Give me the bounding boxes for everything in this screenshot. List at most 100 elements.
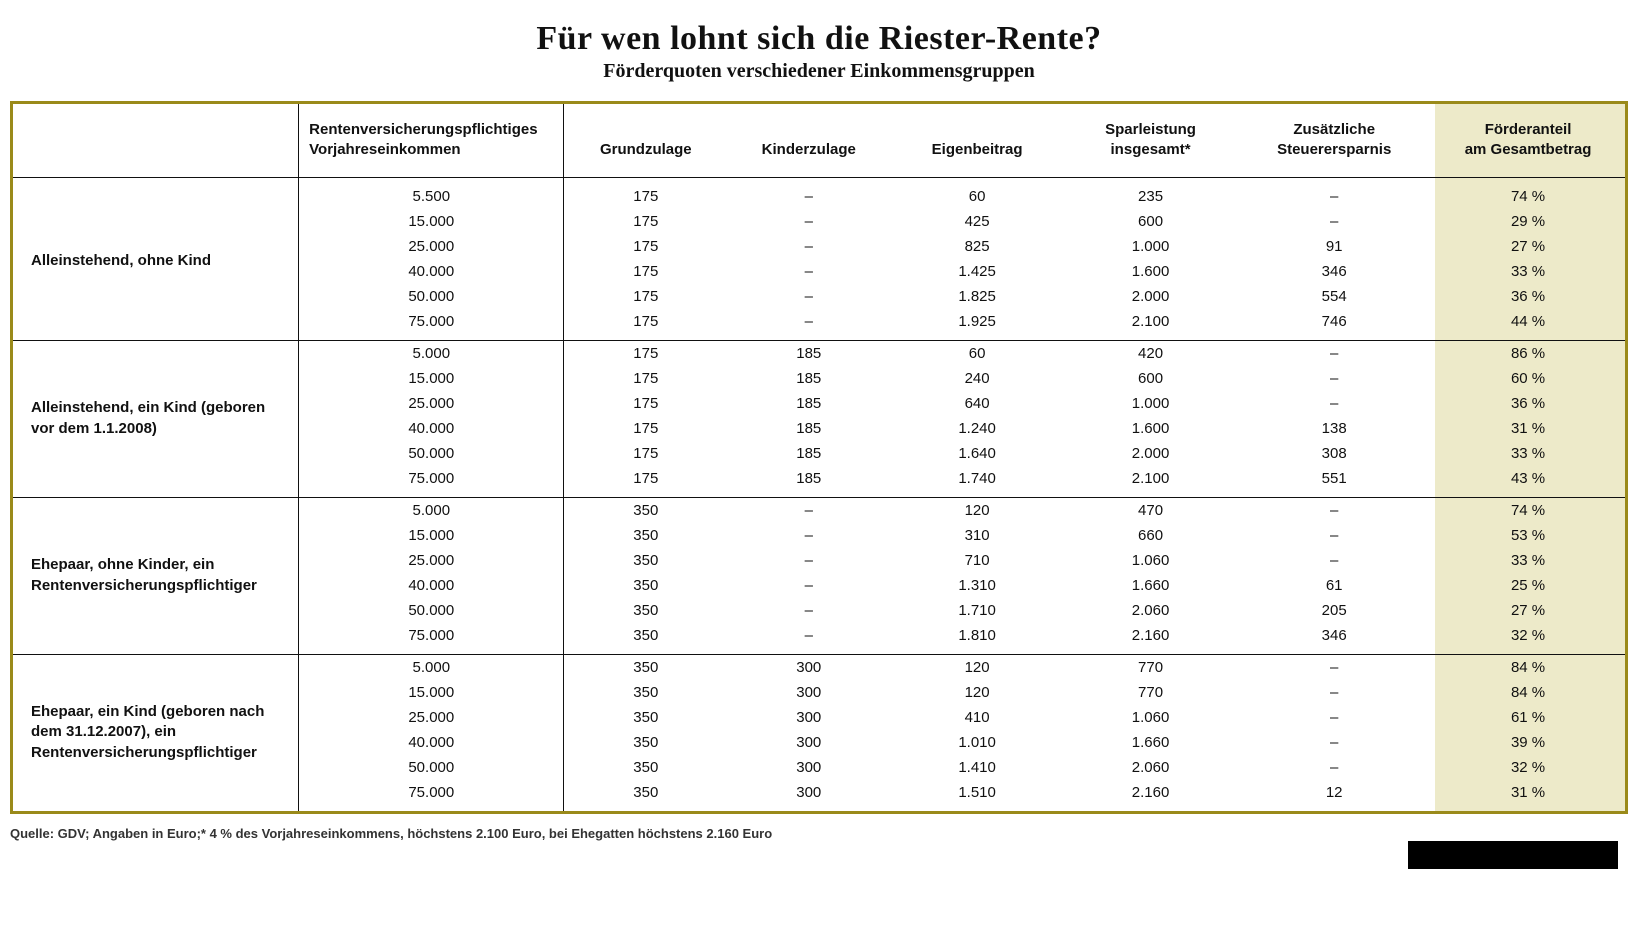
cell-steuer: – [1237,497,1431,523]
group-label: Ehepaar, ein Kind (geboren nach dem 31.1… [13,654,299,811]
cell-kinder: 300 [727,680,890,705]
cell-grund: 350 [564,598,727,623]
cell-foerder: 33 % [1431,259,1625,284]
cell-kinder: – [727,497,890,523]
cell-eigen: 240 [890,366,1063,391]
cell-steuer: – [1237,654,1431,680]
table-body: Alleinstehend, ohne Kind5.500175–60235–7… [13,177,1625,811]
cell-eigen: 425 [890,209,1063,234]
cell-grund: 350 [564,523,727,548]
cell-eigen: 640 [890,391,1063,416]
cell-spar: 1.660 [1064,730,1237,755]
page-title: Für wen lohnt sich die Riester-Rente? [10,20,1628,58]
col-header-sparleistung-l1: Sparleistung [1105,121,1196,138]
group-label: Ehepaar, ohne Kinder, ein Rentenversiche… [13,497,299,654]
cell-steuer: – [1237,705,1431,730]
cell-steuer: 551 [1237,466,1431,498]
cell-steuer: 308 [1237,441,1431,466]
cell-steuer: – [1237,391,1431,416]
table-row: Alleinstehend, ohne Kind5.500175–60235–7… [13,177,1625,209]
cell-income: 5.500 [299,177,564,209]
col-header-income: Rentenversicherungspflichtiges Vorjahres… [299,104,564,177]
cell-steuer: 91 [1237,234,1431,259]
cell-eigen: 120 [890,680,1063,705]
cell-income: 50.000 [299,598,564,623]
table-row: Ehepaar, ohne Kinder, ein Rentenversiche… [13,497,1625,523]
col-header-grundzulage: Grundzulage [564,104,727,177]
col-header-sparleistung-l2: insgesamt* [1111,141,1191,158]
cell-eigen: 1.425 [890,259,1063,284]
cell-foerder: 74 % [1431,177,1625,209]
col-header-steuer: ZusätzlicheSteuerersparnis [1237,104,1431,177]
cell-kinder: 300 [727,705,890,730]
cell-spar: 600 [1064,366,1237,391]
cell-spar: 1.060 [1064,705,1237,730]
cell-steuer: – [1237,340,1431,366]
cell-steuer: 12 [1237,780,1431,811]
cell-steuer: – [1237,680,1431,705]
cell-income: 15.000 [299,523,564,548]
page-subtitle: Förderquoten verschiedener Einkommensgru… [10,60,1628,83]
cell-foerder: 31 % [1431,780,1625,811]
redaction-block [1408,841,1618,869]
cell-foerder: 33 % [1431,548,1625,573]
table-frame: Rentenversicherungspflichtiges Vorjahres… [10,101,1628,814]
cell-grund: 175 [564,234,727,259]
cell-kinder: 185 [727,416,890,441]
cell-kinder: 300 [727,755,890,780]
cell-grund: 175 [564,466,727,498]
cell-spar: 2.160 [1064,780,1237,811]
cell-grund: 175 [564,391,727,416]
cell-foerder: 32 % [1431,623,1625,655]
col-header-foerder-l2: am Gesamtbetrag [1465,141,1592,158]
cell-foerder: 27 % [1431,598,1625,623]
cell-spar: 1.600 [1064,259,1237,284]
cell-spar: 1.000 [1064,234,1237,259]
cell-steuer: – [1237,523,1431,548]
cell-grund: 350 [564,654,727,680]
cell-eigen: 825 [890,234,1063,259]
cell-grund: 175 [564,177,727,209]
cell-spar: 2.100 [1064,309,1237,341]
cell-eigen: 1.925 [890,309,1063,341]
source-note: Quelle: GDV; Angaben in Euro;* 4 % des V… [10,814,1628,841]
cell-income: 25.000 [299,391,564,416]
cell-income: 40.000 [299,730,564,755]
cell-grund: 175 [564,416,727,441]
cell-grund: 175 [564,284,727,309]
page: Für wen lohnt sich die Riester-Rente? Fö… [0,0,1638,860]
cell-foerder: 60 % [1431,366,1625,391]
footer-row: Quelle: GDV; Angaben in Euro;* 4 % des V… [10,814,1628,850]
cell-spar: 2.000 [1064,284,1237,309]
cell-foerder: 27 % [1431,234,1625,259]
cell-foerder: 29 % [1431,209,1625,234]
cell-spar: 1.600 [1064,416,1237,441]
cell-grund: 175 [564,209,727,234]
cell-eigen: 120 [890,497,1063,523]
cell-income: 75.000 [299,466,564,498]
cell-kinder: 300 [727,780,890,811]
cell-kinder: 185 [727,366,890,391]
cell-spar: 1.660 [1064,573,1237,598]
table-row: Ehepaar, ein Kind (geboren nach dem 31.1… [13,654,1625,680]
cell-spar: 235 [1064,177,1237,209]
cell-foerder: 32 % [1431,755,1625,780]
cell-income: 25.000 [299,705,564,730]
cell-kinder: – [727,177,890,209]
col-header-foerder-l1: Förderanteil [1485,121,1572,138]
cell-grund: 175 [564,309,727,341]
cell-spar: 2.100 [1064,466,1237,498]
cell-grund: 350 [564,548,727,573]
cell-steuer: 61 [1237,573,1431,598]
cell-spar: 2.060 [1064,598,1237,623]
cell-kinder: 300 [727,654,890,680]
cell-income: 5.000 [299,497,564,523]
cell-steuer: – [1237,755,1431,780]
col-header-eigenbeitrag: Eigenbeitrag [890,104,1063,177]
cell-eigen: 60 [890,177,1063,209]
cell-kinder: 185 [727,391,890,416]
cell-income: 50.000 [299,441,564,466]
cell-eigen: 60 [890,340,1063,366]
cell-spar: 2.060 [1064,755,1237,780]
cell-steuer: – [1237,548,1431,573]
